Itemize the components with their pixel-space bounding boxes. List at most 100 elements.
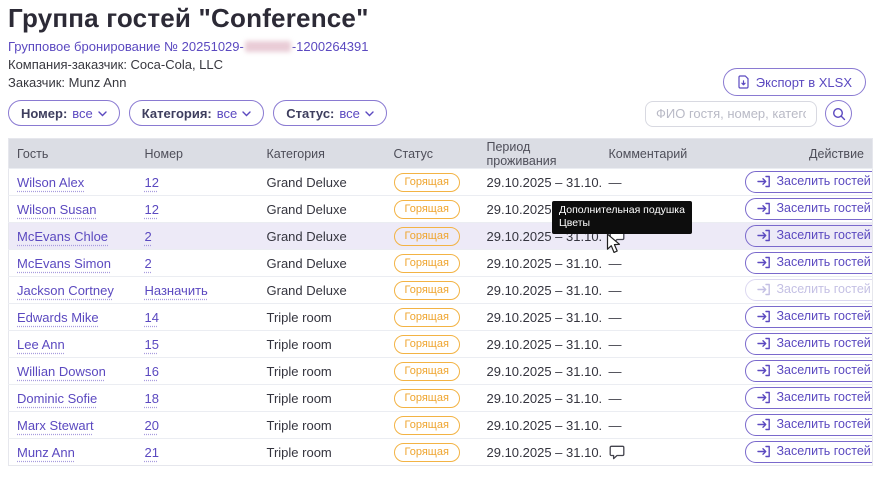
- period-cell: 29.10.2025 – 31.10.2025: [478, 411, 601, 439]
- check-in-button-disabled: Заселить гостей: [744, 279, 873, 301]
- file-export-icon: [737, 75, 750, 89]
- check-in-icon: [756, 337, 770, 350]
- table-row[interactable]: Edwards Mike 14 Triple room Горящая 29.1…: [8, 303, 873, 331]
- check-in-button[interactable]: Заселить гостей: [744, 171, 873, 193]
- search-button[interactable]: [825, 100, 852, 127]
- booking-number-prefix: Групповое бронирование № 20251029-: [8, 39, 244, 54]
- filter-status-chip[interactable]: Статус: все: [273, 100, 387, 126]
- check-in-button[interactable]: Заселить гостей: [744, 333, 873, 355]
- category-cell: Grand Deluxe: [258, 276, 386, 304]
- check-in-icon: [756, 364, 770, 377]
- chevron-down-icon: [365, 110, 374, 116]
- room-link[interactable]: 20: [144, 417, 159, 433]
- check-in-icon: [756, 445, 770, 458]
- check-in-button[interactable]: Заселить гостей: [744, 252, 873, 274]
- export-xlsx-button[interactable]: Экспорт в XLSX: [722, 68, 866, 96]
- guest-link[interactable]: Willian Dowson: [17, 363, 106, 379]
- tooltip-line-2: Цветы: [559, 217, 591, 229]
- guests-table: Гость Номер Категория Статус Период прож…: [8, 138, 873, 466]
- check-in-button[interactable]: Заселить гостей: [744, 387, 873, 409]
- filter-number-chip[interactable]: Номер: все: [8, 100, 120, 126]
- search-area: [645, 100, 852, 127]
- status-badge: Горящая: [393, 442, 460, 462]
- status-badge: Горящая: [393, 199, 460, 219]
- table-row[interactable]: Dominic Sofie 18 Triple room Горящая 29.…: [8, 384, 873, 412]
- check-in-button[interactable]: Заселить гостей: [744, 414, 873, 436]
- room-link[interactable]: 16: [144, 363, 159, 379]
- status-badge: Горящая: [393, 415, 460, 435]
- room-link[interactable]: 12: [144, 174, 159, 190]
- room-link[interactable]: 12: [144, 201, 159, 217]
- status-badge: Горящая: [393, 280, 460, 300]
- room-link[interactable]: 18: [144, 390, 159, 406]
- guest-link[interactable]: Jackson Cortney: [17, 282, 114, 298]
- check-in-icon: [756, 175, 770, 188]
- room-link[interactable]: 21: [144, 444, 159, 460]
- table-row[interactable]: Munz Ann 21 Triple room Горящая 29.10.20…: [8, 438, 873, 466]
- check-in-icon: [756, 229, 770, 242]
- room-link[interactable]: 2: [144, 255, 152, 271]
- category-cell: Triple room: [258, 411, 386, 439]
- filter-number-value: все: [72, 105, 93, 121]
- guest-link[interactable]: Munz Ann: [17, 444, 75, 460]
- guest-link[interactable]: Edwards Mike: [17, 309, 99, 325]
- guest-link[interactable]: Lee Ann: [17, 336, 65, 352]
- table-row[interactable]: Wilson Alex 12 Grand Deluxe Горящая 29.1…: [8, 168, 873, 196]
- guest-link[interactable]: Marx Stewart: [17, 417, 94, 433]
- table-row[interactable]: Lee Ann 15 Triple room Горящая 29.10.202…: [8, 330, 873, 358]
- table-row[interactable]: McEvans Simon 2 Grand Deluxe Горящая 29.…: [8, 249, 873, 277]
- assign-room-link[interactable]: Назначить: [144, 282, 208, 298]
- tooltip-line-1: Дополнительная подушка: [559, 204, 685, 216]
- guest-link[interactable]: Wilson Alex: [17, 174, 85, 190]
- filter-chips: Номер: все Категория: все Статус: все: [8, 100, 387, 126]
- guest-link[interactable]: McEvans Chloe: [17, 228, 109, 244]
- guest-link[interactable]: Wilson Susan: [17, 201, 97, 217]
- col-room: Номер: [136, 138, 259, 169]
- filter-category-label: Категория:: [141, 105, 212, 121]
- redacted-booking-segment: [244, 41, 291, 52]
- room-link[interactable]: 15: [144, 336, 159, 352]
- room-link[interactable]: 14: [144, 309, 159, 325]
- col-comment: Комментарий: [600, 138, 737, 169]
- group-booking-link[interactable]: Групповое бронирование № 20251029- -12002…: [8, 39, 368, 54]
- check-in-icon: [756, 283, 770, 296]
- filter-status-label: Статус:: [286, 105, 335, 121]
- search-input[interactable]: [645, 100, 817, 127]
- comment-empty: —: [608, 417, 623, 433]
- col-action: Действие: [736, 138, 873, 169]
- category-cell: Triple room: [258, 303, 386, 331]
- category-cell: Triple room: [258, 357, 386, 385]
- col-guest: Гость: [8, 138, 137, 169]
- check-in-button[interactable]: Заселить гостей: [744, 225, 873, 247]
- table-row[interactable]: Wilson Susan 12 Grand Deluxe Горящая 29.…: [8, 195, 873, 223]
- status-badge: Горящая: [393, 172, 460, 192]
- category-cell: Triple room: [258, 330, 386, 358]
- guest-link[interactable]: Dominic Sofie: [17, 390, 98, 406]
- table-row[interactable]: Jackson Cortney Назначить Grand Deluxe Г…: [8, 276, 873, 304]
- filter-status-value: все: [339, 105, 360, 121]
- table-row[interactable]: Willian Dowson 16 Triple room Горящая 29…: [8, 357, 873, 385]
- comment-icon[interactable]: [609, 445, 625, 460]
- period-cell: 29.10.2025 – 31.10.2025: [478, 438, 601, 466]
- category-cell: Triple room: [258, 384, 386, 412]
- export-button-label: Экспорт в XLSX: [755, 74, 852, 90]
- filter-category-chip[interactable]: Категория: все: [128, 100, 265, 126]
- period-cell: 29.10.2025 – 31.10.2025: [478, 330, 601, 358]
- guest-link[interactable]: McEvans Simon: [17, 255, 111, 271]
- period-cell: 29.10.2025 – 31.10.2025: [478, 168, 601, 196]
- comment-empty: —: [608, 282, 623, 298]
- room-link[interactable]: 2: [144, 228, 152, 244]
- check-in-button[interactable]: Заселить гостей: [744, 198, 873, 220]
- table-row[interactable]: Marx Stewart 20 Triple room Горящая 29.1…: [8, 411, 873, 439]
- check-in-button[interactable]: Заселить гостей: [744, 360, 873, 382]
- col-category: Категория: [258, 138, 386, 169]
- company-line: Компания-заказчик: Coca-Cola, LLC: [8, 57, 224, 72]
- check-in-icon: [756, 310, 770, 323]
- status-badge: Горящая: [393, 226, 460, 246]
- table-row-hovered[interactable]: McEvans Chloe 2 Grand Deluxe Горящая 29.…: [8, 222, 873, 250]
- check-in-button[interactable]: Заселить гостей: [744, 306, 873, 328]
- col-status: Статус: [385, 138, 479, 169]
- check-in-button[interactable]: Заселить гостей: [744, 441, 873, 463]
- category-cell: Grand Deluxe: [258, 195, 386, 223]
- status-badge: Горящая: [393, 253, 460, 273]
